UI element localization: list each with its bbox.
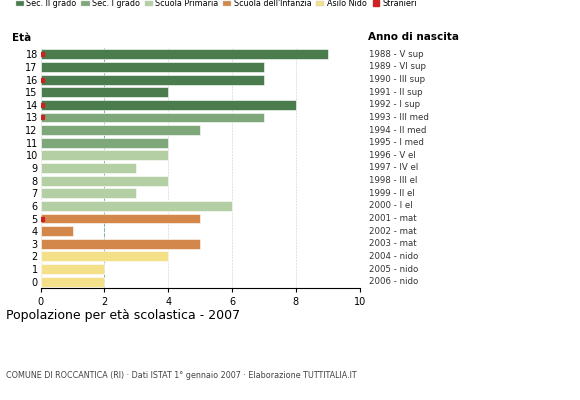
- Bar: [41, 112, 264, 122]
- Bar: [41, 226, 72, 236]
- Text: 2003 - mat: 2003 - mat: [369, 239, 417, 248]
- Bar: [41, 49, 328, 59]
- Bar: [41, 138, 168, 148]
- Text: 1998 - III el: 1998 - III el: [369, 176, 418, 185]
- Bar: [41, 87, 168, 97]
- Bar: [41, 75, 264, 84]
- Text: Anno di nascita: Anno di nascita: [368, 32, 459, 42]
- Bar: [41, 125, 200, 135]
- Text: 1991 - II sup: 1991 - II sup: [369, 88, 423, 97]
- Bar: [41, 201, 232, 211]
- Text: 1990 - III sup: 1990 - III sup: [369, 75, 426, 84]
- Text: 2001 - mat: 2001 - mat: [369, 214, 417, 223]
- Text: 2006 - nido: 2006 - nido: [369, 277, 419, 286]
- Text: 1997 - IV el: 1997 - IV el: [369, 164, 419, 172]
- Text: 2000 - I el: 2000 - I el: [369, 201, 413, 210]
- Text: 1989 - VI sup: 1989 - VI sup: [369, 62, 426, 72]
- Text: 1995 - I med: 1995 - I med: [369, 138, 425, 147]
- Bar: [41, 239, 200, 249]
- Bar: [41, 252, 168, 261]
- Legend: Sec. II grado, Sec. I grado, Scuola Primaria, Scuola dell'Infanzia, Asilo Nido, : Sec. II grado, Sec. I grado, Scuola Prim…: [16, 0, 416, 8]
- Bar: [41, 100, 296, 110]
- Bar: [41, 214, 200, 224]
- Text: Popolazione per età scolastica - 2007: Popolazione per età scolastica - 2007: [6, 309, 240, 322]
- Text: 2005 - nido: 2005 - nido: [369, 264, 419, 274]
- Text: 1994 - II med: 1994 - II med: [369, 126, 427, 135]
- Text: 1993 - III med: 1993 - III med: [369, 113, 429, 122]
- Text: 2004 - nido: 2004 - nido: [369, 252, 419, 261]
- Text: 1988 - V sup: 1988 - V sup: [369, 50, 424, 59]
- Bar: [41, 277, 104, 287]
- Text: Età: Età: [12, 33, 31, 43]
- Text: 2002 - mat: 2002 - mat: [369, 227, 417, 236]
- Text: COMUNE DI ROCCANTICA (RI) · Dati ISTAT 1° gennaio 2007 · Elaborazione TUTTITALIA: COMUNE DI ROCCANTICA (RI) · Dati ISTAT 1…: [6, 371, 357, 380]
- Text: 1999 - II el: 1999 - II el: [369, 189, 415, 198]
- Bar: [41, 264, 104, 274]
- Bar: [41, 150, 168, 160]
- Bar: [41, 163, 136, 173]
- Text: 1996 - V el: 1996 - V el: [369, 151, 416, 160]
- Text: 1992 - I sup: 1992 - I sup: [369, 100, 420, 109]
- Bar: [41, 188, 136, 198]
- Bar: [41, 62, 264, 72]
- Bar: [41, 176, 168, 186]
